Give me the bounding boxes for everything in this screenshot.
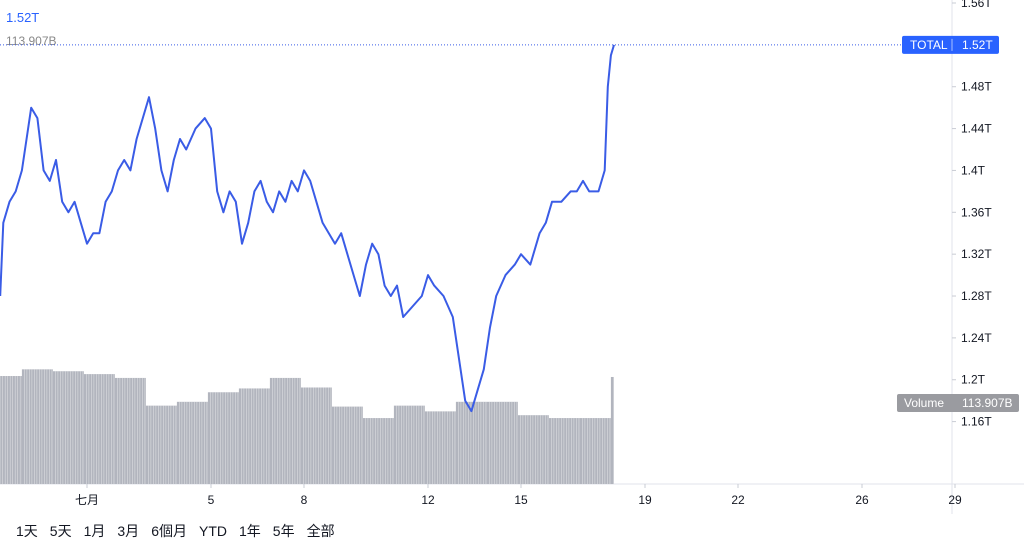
x-tick-label: 26 bbox=[855, 493, 869, 507]
volume-bar bbox=[21, 369, 53, 484]
volume-bar bbox=[145, 405, 177, 484]
volume-bar bbox=[300, 387, 332, 484]
x-tick-label: 15 bbox=[514, 493, 528, 507]
x-tick-label: 七月 bbox=[75, 493, 99, 507]
y-tick-label: 1.4T bbox=[961, 163, 986, 177]
price-tag-value: 1.52T bbox=[962, 38, 993, 52]
price-tag bbox=[902, 35, 999, 54]
y-tick-label: 1.36T bbox=[961, 205, 992, 219]
range-button-7[interactable]: 5年 bbox=[272, 522, 295, 539]
price-legend: 1.52T bbox=[6, 10, 40, 25]
y-tick-label: 1.56T bbox=[961, 0, 992, 10]
volume-bar bbox=[0, 376, 22, 484]
volume-bar bbox=[238, 388, 270, 484]
range-button-5[interactable]: YTD bbox=[198, 522, 227, 539]
x-tick-label: 5 bbox=[208, 493, 215, 507]
volume-bar bbox=[52, 371, 84, 484]
range-button-6[interactable]: 1年 bbox=[238, 522, 261, 539]
x-tick-label: 22 bbox=[731, 493, 745, 507]
price-tag-label: TOTAL bbox=[910, 38, 948, 52]
volume-bar bbox=[486, 401, 518, 484]
range-button-3[interactable]: 3月 bbox=[117, 522, 140, 539]
x-tick-label: 8 bbox=[301, 493, 308, 507]
y-tick-label: 1.28T bbox=[961, 289, 992, 303]
volume-bar bbox=[83, 374, 115, 484]
volume-bar bbox=[114, 377, 146, 484]
y-tick-label: 1.24T bbox=[961, 331, 992, 345]
volume-bar bbox=[424, 411, 456, 484]
x-tick-label: 19 bbox=[638, 493, 652, 507]
range-button-1[interactable]: 5天 bbox=[49, 522, 72, 539]
range-button-2[interactable]: 1月 bbox=[83, 522, 106, 539]
range-button-8[interactable]: 全部 bbox=[306, 522, 335, 539]
price-line bbox=[0, 44, 615, 413]
volume-bar bbox=[269, 377, 301, 484]
y-tick-label: 1.44T bbox=[961, 122, 992, 136]
chart-area[interactable]: 1.16T 1.2T 1.24T 1.28T 1.32T 1.36T 1.4T 1.44T 1.… bbox=[0, 0, 1024, 514]
volume-bar bbox=[579, 418, 611, 484]
x-tick-label: 12 bbox=[421, 493, 435, 507]
x-tick-label: 29 bbox=[948, 493, 962, 507]
volume-bar bbox=[176, 401, 208, 484]
volume-tag-label: Volume bbox=[904, 396, 944, 410]
y-tick-label: 1.32T bbox=[961, 247, 992, 261]
volume-bar bbox=[393, 405, 425, 484]
volume-tag-value: 113.907B bbox=[962, 396, 1013, 410]
volume-bar bbox=[610, 376, 614, 484]
y-tick-label: 1.16T bbox=[961, 415, 992, 429]
y-tick-label: 1.48T bbox=[961, 80, 992, 94]
y-tick-label: 1.2T bbox=[961, 373, 986, 387]
volume-bar bbox=[362, 418, 394, 484]
volume-bar bbox=[455, 401, 487, 484]
range-button-0[interactable]: 1天 bbox=[16, 522, 38, 539]
volume-bar bbox=[548, 418, 580, 484]
volume-bar bbox=[331, 406, 363, 484]
volume-bar bbox=[207, 392, 239, 484]
volume-bar bbox=[517, 415, 549, 484]
range-selector: 1天 5天 1月 3月 6個月 YTD 1年 5年 全部 bbox=[0, 514, 1024, 547]
volume-tag bbox=[897, 394, 1019, 412]
range-button-4[interactable]: 6個月 bbox=[151, 522, 187, 539]
volume-histogram bbox=[0, 369, 614, 484]
